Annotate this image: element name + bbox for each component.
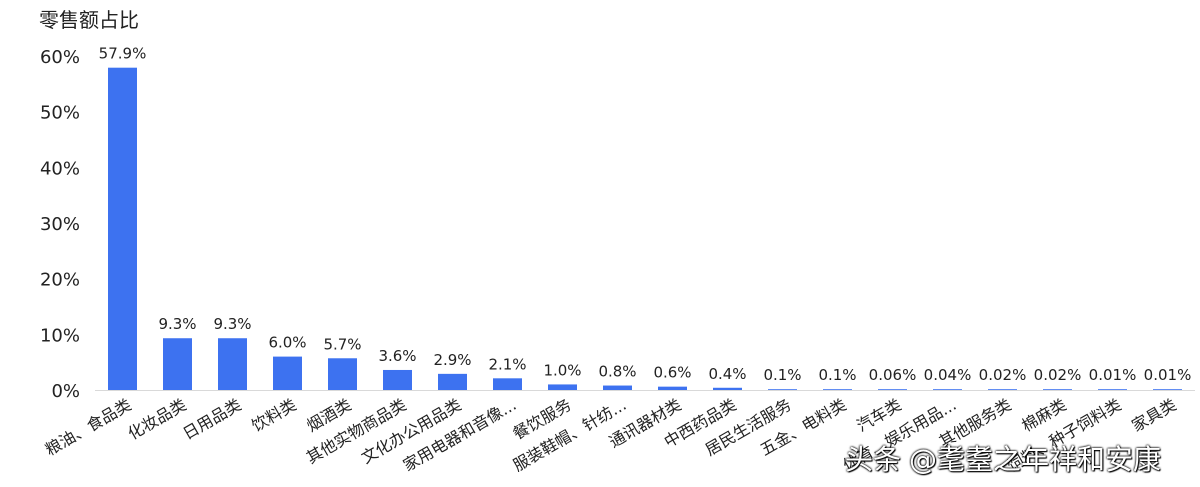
data-label: 0.02%: [979, 366, 1027, 384]
data-label: 0.06%: [869, 366, 917, 384]
data-label: 5.7%: [323, 335, 361, 353]
data-label: 0.01%: [1144, 366, 1192, 384]
y-axis-title: 零售额占比: [39, 8, 139, 32]
y-tick-label: 30%: [40, 214, 80, 235]
watermark-source: 头条: [845, 443, 902, 476]
bar: [823, 389, 852, 390]
bar: [273, 356, 302, 390]
x-tick-label: 饮料类: [248, 395, 299, 435]
y-tick-label: 0%: [51, 381, 80, 402]
bar: [218, 338, 247, 390]
data-label: 1.0%: [543, 361, 581, 379]
watermark: 头条 @耄耋之年祥和安康: [845, 438, 1161, 478]
data-label: 0.02%: [1034, 366, 1082, 384]
bar: [768, 389, 797, 390]
data-label: 0.4%: [708, 365, 746, 383]
data-label: 0.04%: [924, 366, 972, 384]
y-tick-label: 60%: [40, 47, 80, 68]
bar: [1098, 389, 1127, 390]
bar: [163, 338, 192, 390]
data-label: 0.01%: [1089, 366, 1137, 384]
x-tick-label: 粮油、食品类: [42, 395, 135, 459]
y-tick-label: 10%: [40, 325, 80, 346]
x-tick-label: 家具类: [1128, 395, 1179, 435]
bar: [108, 67, 137, 390]
data-label: 0.1%: [763, 366, 801, 384]
y-tick-label: 40%: [40, 158, 80, 179]
data-label: 9.3%: [213, 315, 251, 333]
data-label: 3.6%: [378, 347, 416, 365]
data-label: 57.9%: [99, 45, 147, 63]
bar: [878, 389, 907, 390]
bar: [548, 384, 577, 390]
bar: [493, 378, 522, 390]
data-label: 0.1%: [818, 366, 856, 384]
bar: [713, 387, 742, 390]
bar: [603, 385, 632, 390]
bar: [933, 389, 962, 390]
data-label: 6.0%: [268, 334, 306, 352]
bar: [1153, 389, 1182, 390]
watermark-handle: @耄耋之年祥和安康: [909, 443, 1162, 476]
data-label: 0.6%: [653, 364, 691, 382]
data-label: 2.1%: [488, 355, 526, 373]
bar: [988, 389, 1017, 390]
data-label: 0.8%: [598, 363, 636, 381]
data-label: 2.9%: [433, 351, 471, 369]
data-label: 9.3%: [158, 315, 196, 333]
x-tick-label: 日用品类: [180, 395, 245, 443]
bar: [1043, 389, 1072, 390]
y-tick-label: 50%: [40, 103, 80, 124]
bar: [383, 369, 412, 390]
bar: [658, 386, 687, 390]
y-tick-label: 20%: [40, 270, 80, 291]
bar: [438, 373, 467, 390]
x-tick-label: 化妆品类: [125, 395, 190, 443]
bar: [328, 358, 357, 390]
